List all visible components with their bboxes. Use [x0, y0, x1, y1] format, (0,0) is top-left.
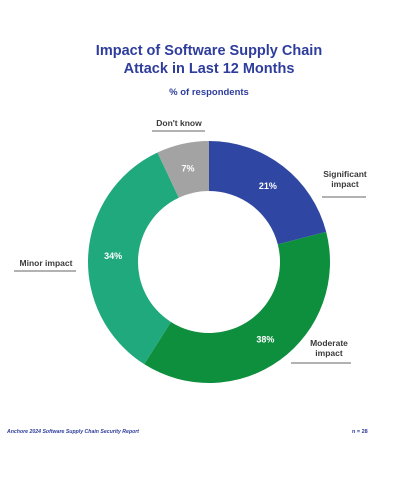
callout-label-significant-impact-line-2: impact	[331, 179, 359, 189]
slice-minor-impact	[88, 152, 179, 365]
sample-size-note: n = 28	[352, 429, 368, 435]
chart-title-line-2: Attack in Last 12 Months	[123, 61, 295, 77]
slice-significant-impact	[209, 141, 327, 245]
callout-label-moderate-impact-line-1: Moderate	[310, 338, 348, 348]
callout-label-don-t-know: Don't know	[156, 118, 202, 128]
slice-don-t-know	[157, 141, 209, 198]
slice-value-minor-impact: 34%	[104, 251, 122, 261]
callout-label-minor-impact: Minor impact	[20, 258, 73, 268]
slice-value-moderate-impact: 38%	[256, 335, 274, 345]
slice-moderate-impact	[144, 231, 330, 383]
chart-title: Impact of Software Supply Chain Attack i…	[0, 42, 418, 78]
slice-value-significant-impact: 21%	[259, 181, 277, 191]
chart-title-line-1: Impact of Software Supply Chain	[95, 43, 323, 59]
donut-hole	[146, 199, 272, 325]
callout-label-significant-impact-line-1: Significant	[323, 169, 367, 179]
chart-subtitle: % of respondents	[169, 87, 249, 98]
bottom-bar	[0, 468, 418, 500]
source-note: Anchore 2024 Software Supply Chain Secur…	[7, 429, 140, 435]
callout-label-moderate-impact-line-2: impact	[315, 348, 343, 358]
slice-value-don-t-know: 7%	[182, 163, 195, 173]
